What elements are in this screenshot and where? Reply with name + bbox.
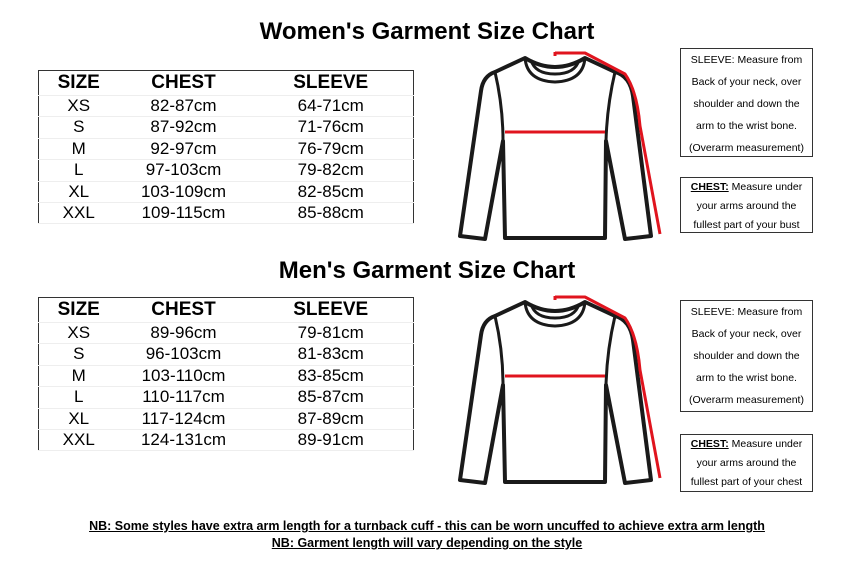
women-chest-instructions: CHEST: Measure under your arms around the…: [680, 177, 813, 233]
instruction-line: arm to the wrist bone.: [696, 120, 797, 132]
table-cell: 79-82cm: [248, 159, 414, 182]
chest-label: CHEST:: [690, 181, 729, 193]
instruction-line: fullest part of your chest: [690, 476, 803, 488]
note-garment-length: NB: Garment length will vary depending o…: [271, 536, 583, 550]
table-row: M 92-97cm 76-79cm: [38, 138, 414, 161]
table-cell: M: [38, 365, 119, 388]
instruction-line: fullest part of your bust: [693, 219, 800, 231]
table-row: XXL 124-131cm 89-91cm: [38, 429, 414, 452]
table-cell: XS: [38, 95, 119, 118]
sweater-armhole-seams: [493, 315, 617, 386]
table-cell: L: [38, 159, 119, 182]
men-sleeve-instructions: SLEEVE: Measure from Back of your neck, o…: [680, 300, 813, 412]
men-sweater-diagram: [458, 295, 662, 485]
women-sleeve-instructions: SLEEVE: Measure from Back of your neck, o…: [680, 48, 813, 157]
note-turnback-cuff: NB: Some styles have extra arm length fo…: [89, 519, 765, 533]
table-cell: M: [38, 138, 119, 161]
table-cell: 85-88cm: [248, 202, 414, 225]
instruction-line: shoulder and down the: [693, 98, 800, 110]
women-size-table: SIZE CHEST SLEEVE XS 82-87cm 64-71cm S 87-92cm 7…: [38, 70, 414, 225]
men-size-table: SIZE CHEST SLEEVE XS 89-96cm 79-81cm S 96-103cm…: [38, 297, 414, 452]
sleeve-measure-line: [553, 295, 662, 479]
table-cell: 82-87cm: [118, 95, 249, 118]
table-row: L 110-117cm 85-87cm: [38, 386, 414, 409]
table-row: L 97-103cm 79-82cm: [38, 159, 414, 182]
instruction-line: SLEEVE: Measure from: [690, 54, 803, 66]
column-header: CHEST: [118, 70, 249, 96]
table-row: XS 89-96cm 79-81cm: [38, 322, 414, 345]
table-cell: S: [38, 116, 119, 139]
table-cell: 82-85cm: [248, 181, 414, 204]
table-cell: S: [38, 343, 119, 366]
table-row: S 96-103cm 81-83cm: [38, 343, 414, 366]
table-row: XXL 109-115cm 85-88cm: [38, 202, 414, 225]
table-cell: 124-131cm: [118, 429, 249, 452]
table-cell: XXL: [38, 202, 119, 225]
table-header-row: SIZE CHEST SLEEVE: [38, 70, 414, 96]
table-cell: 110-117cm: [118, 386, 249, 409]
table-cell: 89-96cm: [118, 322, 249, 345]
column-header: SLEEVE: [248, 70, 414, 96]
table-cell: XL: [38, 408, 119, 431]
table-cell: 92-97cm: [118, 138, 249, 161]
table-cell: 83-85cm: [248, 365, 414, 388]
instruction-line: (Overarm measurement): [689, 394, 804, 406]
table-cell: XS: [38, 322, 119, 345]
table-cell: 64-71cm: [248, 95, 414, 118]
sweater-outline: [458, 56, 653, 241]
column-header: SIZE: [38, 297, 119, 323]
sweater-outline: [458, 300, 653, 485]
table-row: XL 117-124cm 87-89cm: [38, 408, 414, 431]
instruction-line: shoulder and down the: [693, 350, 800, 362]
table-cell: 81-83cm: [248, 343, 414, 366]
women-sweater-diagram: [458, 51, 662, 241]
instruction-line: CHEST: Measure under: [690, 181, 803, 193]
instruction-line: CHEST: Measure under: [690, 438, 803, 450]
column-header: SIZE: [38, 70, 119, 96]
table-cell: 85-87cm: [248, 386, 414, 409]
instruction-line: arm to the wrist bone.: [696, 372, 797, 384]
table-row: M 103-110cm 83-85cm: [38, 365, 414, 388]
instruction-line: your arms around the: [696, 457, 797, 469]
table-row: XS 82-87cm 64-71cm: [38, 95, 414, 118]
table-cell: XL: [38, 181, 119, 204]
table-cell: 117-124cm: [118, 408, 249, 431]
table-cell: 87-92cm: [118, 116, 249, 139]
column-header: CHEST: [118, 297, 249, 323]
instruction-line: Back of your neck, over: [691, 328, 802, 340]
sweater-collar: [523, 301, 587, 328]
table-row: XL 103-109cm 82-85cm: [38, 181, 414, 204]
chest-label: CHEST:: [690, 438, 729, 450]
table-cell: 79-81cm: [248, 322, 414, 345]
instruction-line: (Overarm measurement): [689, 142, 804, 154]
sweater-collar: [523, 57, 587, 84]
table-cell: 71-76cm: [248, 116, 414, 139]
men-title: Men's Garment Size Chart: [278, 257, 576, 284]
table-header-row: SIZE CHEST SLEEVE: [38, 297, 414, 323]
table-cell: 97-103cm: [118, 159, 249, 182]
men-chest-instructions: CHEST: Measure under your arms around the…: [680, 434, 813, 492]
instruction-line: SLEEVE: Measure from: [690, 306, 803, 318]
table-cell: 89-91cm: [248, 429, 414, 452]
women-title: Women's Garment Size Chart: [259, 18, 595, 45]
instruction-line: Back of your neck, over: [691, 76, 802, 88]
table-cell: 103-109cm: [118, 181, 249, 204]
table-row: S 87-92cm 71-76cm: [38, 116, 414, 139]
table-cell: 76-79cm: [248, 138, 414, 161]
sweater-armhole-seams: [493, 71, 617, 142]
table-cell: 87-89cm: [248, 408, 414, 431]
table-cell: 96-103cm: [118, 343, 249, 366]
column-header: SLEEVE: [248, 297, 414, 323]
table-cell: XXL: [38, 429, 119, 452]
table-cell: L: [38, 386, 119, 409]
table-cell: 109-115cm: [118, 202, 249, 225]
instruction-line: your arms around the: [696, 200, 797, 212]
table-cell: 103-110cm: [118, 365, 249, 388]
sleeve-measure-line: [553, 51, 662, 235]
